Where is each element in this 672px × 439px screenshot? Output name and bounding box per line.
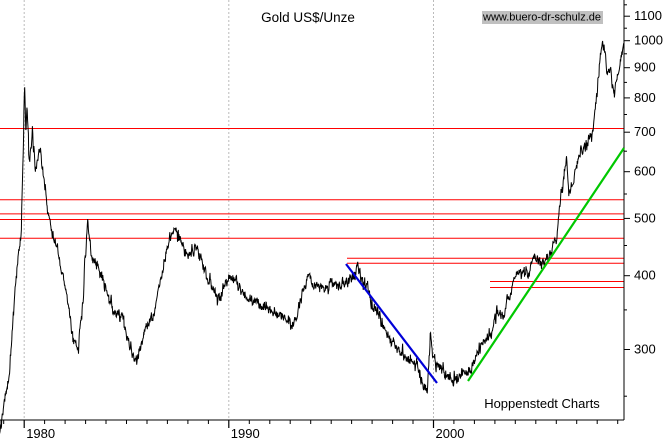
- svg-text:Gold US$/Unze: Gold US$/Unze: [261, 10, 355, 25]
- svg-text:700: 700: [634, 124, 656, 139]
- svg-text:300: 300: [634, 342, 656, 357]
- svg-text:800: 800: [634, 90, 656, 105]
- svg-text:500: 500: [634, 210, 656, 225]
- svg-text:600: 600: [634, 164, 656, 179]
- svg-text:www.buero-dr-schulz.de: www.buero-dr-schulz.de: [482, 12, 601, 24]
- svg-text:900: 900: [634, 60, 656, 75]
- svg-text:1980: 1980: [26, 426, 55, 439]
- svg-text:400: 400: [634, 268, 656, 283]
- svg-text:1000: 1000: [634, 33, 663, 48]
- svg-text:1990: 1990: [231, 426, 260, 439]
- svg-text:1100: 1100: [634, 8, 662, 23]
- svg-text:Hoppenstedt Charts: Hoppenstedt Charts: [484, 396, 600, 411]
- svg-text:2000: 2000: [436, 426, 465, 439]
